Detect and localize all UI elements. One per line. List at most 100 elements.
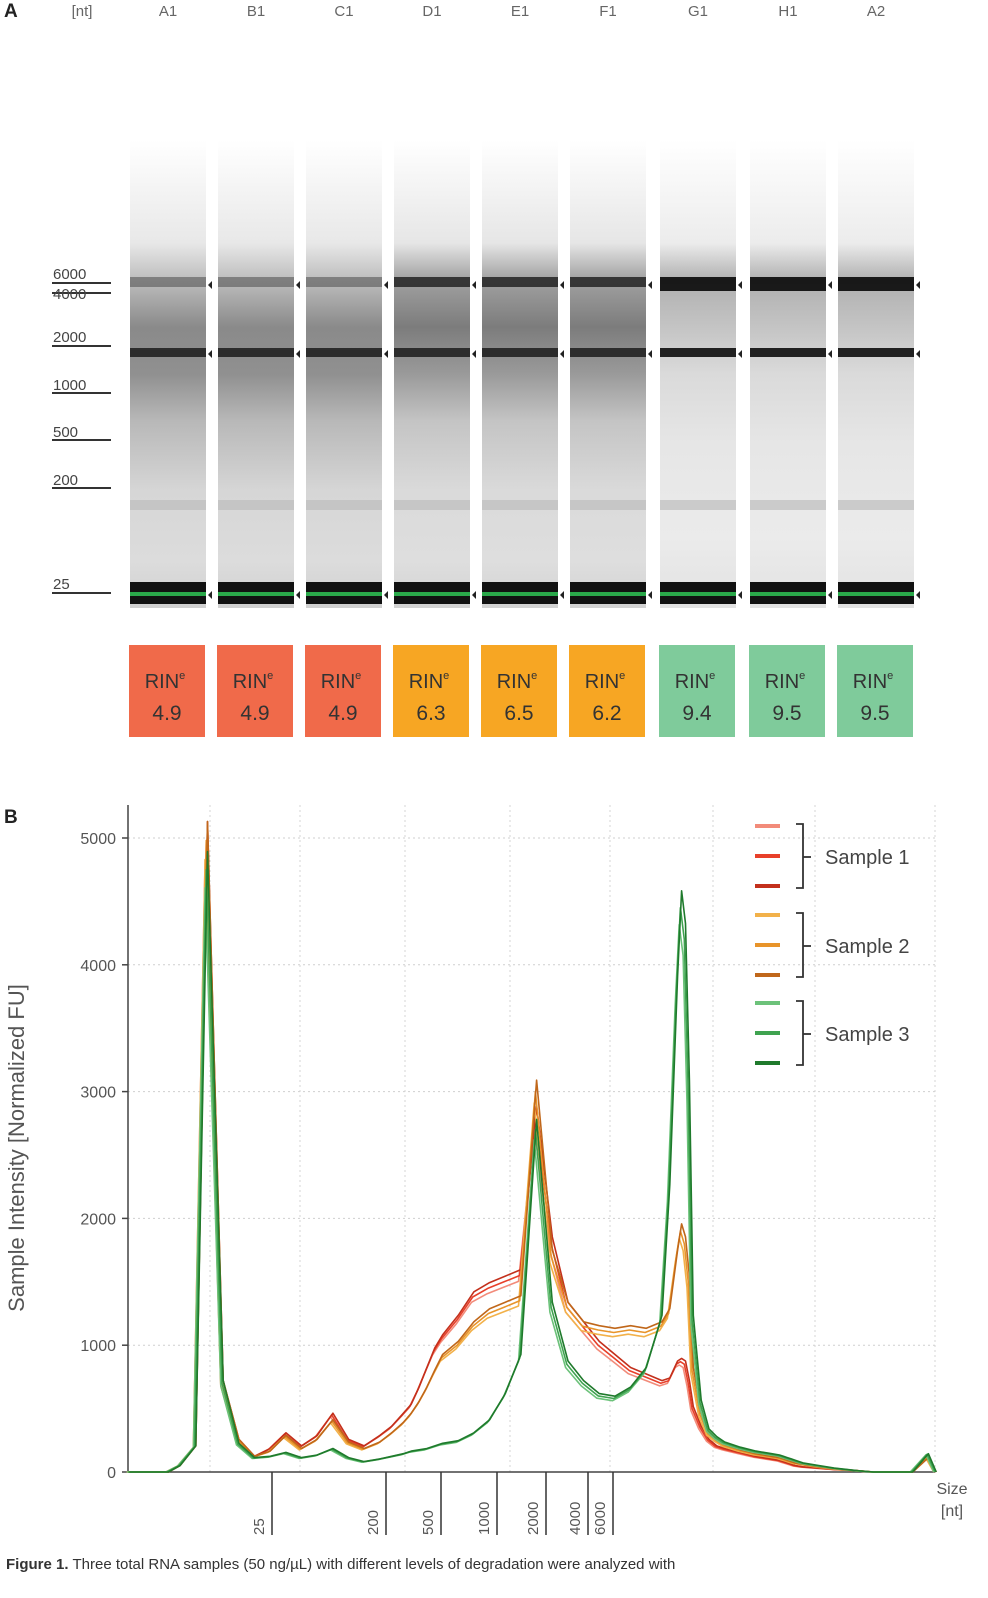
band-18s <box>660 348 736 357</box>
lane-smear <box>750 140 826 608</box>
peak-marker <box>738 591 742 599</box>
peak-marker <box>208 281 212 289</box>
gel-lane: A2 <box>838 3 920 608</box>
band-18s <box>570 348 646 357</box>
gel-lane: A1 <box>130 3 212 608</box>
x-tick-label: 200 <box>365 1510 382 1535</box>
peak-marker <box>472 281 476 289</box>
peak-marker <box>648 350 652 358</box>
x-tick-label: 25 <box>251 1518 268 1535</box>
peak-marker <box>296 350 300 358</box>
chart-grid <box>128 805 936 1472</box>
marker-green-line <box>660 592 736 596</box>
rin-label: RINe <box>675 670 716 693</box>
lane-smear <box>570 140 646 608</box>
lane-smear <box>838 140 914 608</box>
rin-value: 9.5 <box>772 702 801 725</box>
y-tick-label: 2000 <box>80 1211 116 1228</box>
gel-lane: H1 <box>750 3 832 608</box>
x-unit-nt: [nt] <box>941 1503 963 1520</box>
lane-smear <box>660 140 736 608</box>
band-small <box>570 500 646 510</box>
rin-box: RINe 4.9 <box>217 645 293 737</box>
band-28s <box>394 277 470 287</box>
peak-marker <box>916 281 920 289</box>
rin-label: RINe <box>145 670 186 693</box>
lane-id-label: D1 <box>422 3 441 20</box>
rin-value: 6.5 <box>504 702 533 725</box>
rin-box-bg <box>659 645 735 737</box>
caption-text: Three total RNA samples (50 ng/µL) with … <box>72 1556 676 1573</box>
rin-box: RINe 9.5 <box>837 645 913 737</box>
peak-marker <box>560 350 564 358</box>
band-small <box>750 500 826 510</box>
legend-label: Sample 3 <box>825 1024 910 1046</box>
rin-label: RINe <box>409 670 450 693</box>
y-tick-label: 3000 <box>80 1085 116 1102</box>
series-line <box>129 850 937 1473</box>
rin-label: RINe <box>321 670 362 693</box>
peak-marker <box>384 281 388 289</box>
gel-lane: C1 <box>306 3 388 608</box>
peak-marker <box>296 591 300 599</box>
rin-box-bg <box>305 645 381 737</box>
rin-value: 9.4 <box>682 702 712 725</box>
peak-marker <box>384 591 388 599</box>
x-tick-label: 500 <box>420 1510 437 1535</box>
ladder-label: 200 <box>53 472 78 489</box>
x-tick-label: 4000 <box>567 1502 584 1535</box>
ladder-label: 500 <box>53 424 78 441</box>
legend-group: Sample 3 <box>755 1000 910 1066</box>
marker-green-line <box>218 592 294 596</box>
peak-marker <box>828 591 832 599</box>
band-small <box>130 500 206 510</box>
rin-value: 4.9 <box>152 702 181 725</box>
legend-bracket <box>796 823 804 889</box>
band-28s <box>306 277 382 287</box>
x-tick-label: 6000 <box>592 1502 609 1535</box>
legend-label: Sample 2 <box>825 936 910 958</box>
chart-axes <box>127 805 935 1473</box>
gel-lane: D1 <box>394 3 476 608</box>
band-28s <box>750 277 826 291</box>
legend: Sample 1 Sample 2 Sample 3 <box>755 823 910 1066</box>
legend-bracket <box>796 912 804 978</box>
lane-id-label: C1 <box>334 3 353 20</box>
rin-value: 6.3 <box>416 702 445 725</box>
rin-box-bg <box>749 645 825 737</box>
band-28s <box>660 277 736 291</box>
marker-green-line <box>306 592 382 596</box>
lane-smear <box>218 140 294 608</box>
gel-lane: F1 <box>570 3 652 608</box>
rin-box: RINe 6.3 <box>393 645 469 737</box>
rin-label: RINe <box>497 670 538 693</box>
band-small <box>218 500 294 510</box>
peak-marker <box>560 591 564 599</box>
rin-value: 4.9 <box>240 702 269 725</box>
y-ticks: 0 1000 2000 3000 4000 5000 <box>80 831 128 1482</box>
legend-bracket <box>796 1000 804 1066</box>
band-28s <box>130 277 206 287</box>
band-18s <box>130 348 206 357</box>
size-ladder: 6000 4000 2000 1000 500 200 25 <box>52 266 111 594</box>
band-28s <box>218 277 294 287</box>
band-18s <box>838 348 914 357</box>
rin-label: RINe <box>765 670 806 693</box>
band-28s <box>570 277 646 287</box>
chart-series <box>126 820 937 1473</box>
lane-smear <box>306 140 382 608</box>
panel-a-gel: A [nt] 6000 4000 2000 1000 500 200 25 A1 B1 C1 D1… <box>4 1 920 737</box>
rin-box: RINe 9.4 <box>659 645 735 737</box>
lane-smear <box>394 140 470 608</box>
lane-id-label: G1 <box>688 3 708 20</box>
series-1 <box>126 820 937 1473</box>
x-tick-label: 2000 <box>525 1502 542 1535</box>
lane-id-label: B1 <box>247 3 265 20</box>
band-18s <box>218 348 294 357</box>
marker-green-line <box>482 592 558 596</box>
peak-marker <box>916 350 920 358</box>
marker-green-line <box>130 592 206 596</box>
band-18s <box>482 348 558 357</box>
legend-group: Sample 1 <box>755 823 910 889</box>
rin-label: RINe <box>585 670 626 693</box>
